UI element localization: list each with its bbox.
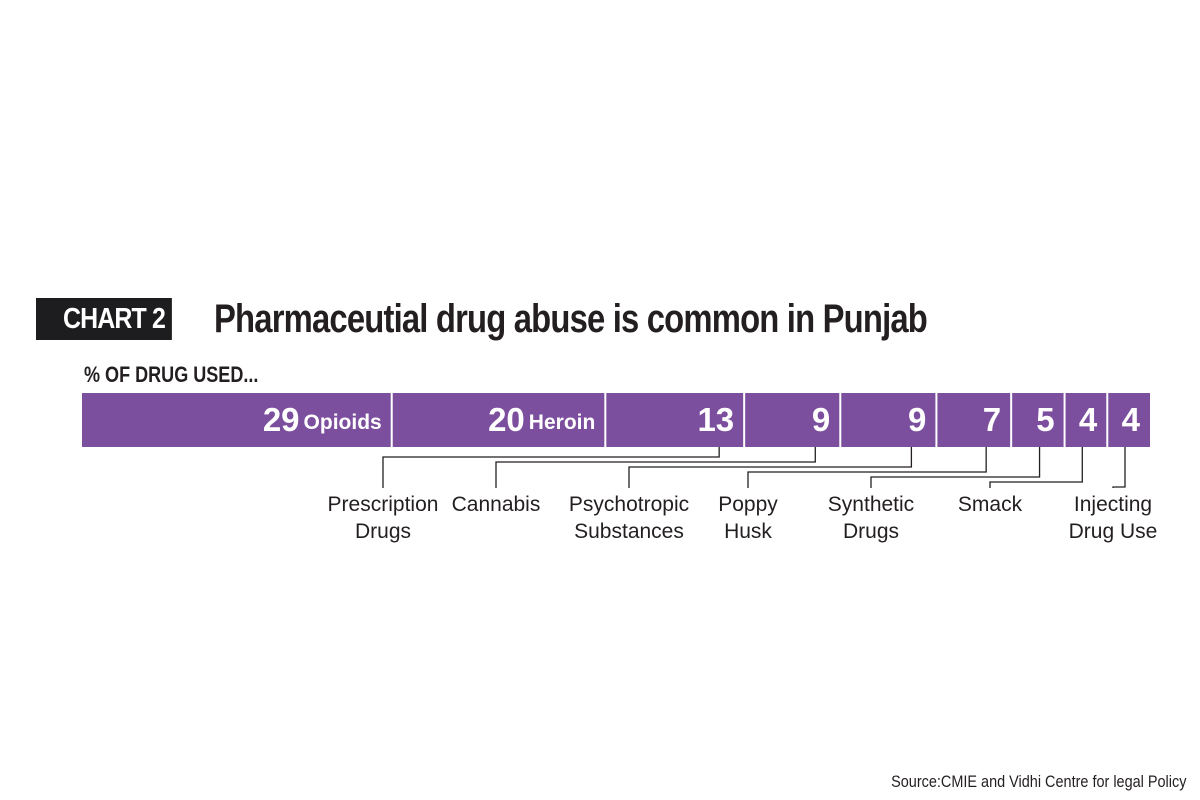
segment-inline-label: Heroin	[529, 411, 596, 434]
chart-number-badge: CHART 2	[36, 298, 172, 340]
category-label: Smack	[958, 493, 1023, 516]
bar-segment	[391, 393, 606, 447]
bar-segment	[744, 393, 841, 447]
category-label: Prescription	[328, 493, 439, 516]
callout-leader-line	[870, 447, 1041, 488]
category-label: Drugs	[843, 520, 899, 543]
category-label: Cannabis	[452, 493, 541, 516]
segment-value-label: 29	[263, 401, 300, 438]
segment-value-label: 9	[812, 401, 830, 438]
bar-segment	[1011, 393, 1065, 447]
callout-leader-line	[747, 447, 987, 488]
category-label: Drugs	[355, 520, 411, 543]
category-label: Poppy	[718, 493, 778, 516]
segment-value-label: 13	[697, 401, 734, 438]
category-label: Drug Use	[1069, 520, 1158, 543]
category-label: Psychotropic	[569, 493, 689, 516]
source-note: Source:CMIE and Vidhi Centre for legal P…	[890, 772, 1186, 791]
category-label: Substances	[574, 520, 684, 543]
segment-value-label: 7	[983, 401, 1001, 438]
category-label: Injecting	[1074, 493, 1152, 516]
chart-subtitle: % OF DRUG USED...	[84, 362, 259, 387]
callout-leader-line	[628, 447, 913, 488]
chart-title: Pharmaceutial drug abuse is common in Pu…	[214, 297, 928, 341]
segment-value-label: 5	[1036, 401, 1054, 438]
category-label: Husk	[724, 520, 772, 543]
callout-leader-line	[1112, 447, 1126, 488]
bar-segment	[936, 393, 1012, 447]
bar-segment	[1064, 393, 1108, 447]
segment-value-label: 9	[908, 401, 926, 438]
bar-segment	[605, 393, 745, 447]
segment-inline-label: Opioids	[304, 411, 382, 434]
segment-value-label: 20	[488, 401, 525, 438]
category-label: Synthetic	[828, 493, 914, 516]
bar-segment	[1107, 393, 1150, 447]
callout-leader-line	[495, 447, 816, 488]
bar-segment	[840, 393, 937, 447]
bar-segment	[82, 393, 392, 447]
chart-header: CHART 2	[36, 296, 194, 342]
callout-leader-line	[382, 447, 720, 488]
segment-value-label: 4	[1122, 401, 1141, 438]
segment-value-label: 4	[1079, 401, 1098, 438]
callout-leader-line	[989, 447, 1083, 488]
